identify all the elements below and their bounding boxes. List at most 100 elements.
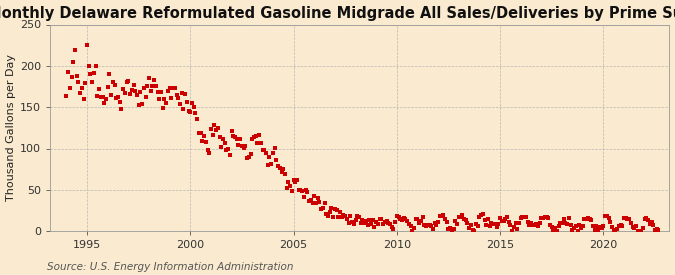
Point xyxy=(278,167,289,172)
Point xyxy=(541,214,552,219)
Point xyxy=(195,131,206,136)
Point xyxy=(627,224,638,229)
Point xyxy=(488,222,499,226)
Point xyxy=(472,224,483,228)
Point xyxy=(324,210,335,214)
Point xyxy=(520,215,531,219)
Point xyxy=(294,188,304,193)
Point xyxy=(226,129,237,133)
Point xyxy=(137,101,148,106)
Point xyxy=(126,88,137,92)
Point xyxy=(496,218,507,223)
Point xyxy=(340,214,350,219)
Point xyxy=(264,155,275,159)
Point xyxy=(510,221,521,225)
Point xyxy=(612,226,622,231)
Point xyxy=(84,63,95,68)
Point xyxy=(142,84,153,89)
Point xyxy=(651,227,662,232)
Point xyxy=(240,144,251,148)
Point xyxy=(221,148,232,152)
Point xyxy=(76,86,87,90)
Point xyxy=(217,137,228,141)
Point xyxy=(379,219,390,224)
Point xyxy=(267,151,278,155)
Point xyxy=(410,217,421,221)
Point xyxy=(313,196,323,201)
Point xyxy=(186,101,197,106)
Point xyxy=(61,94,72,99)
Point xyxy=(479,218,490,222)
Point xyxy=(269,146,280,151)
Point xyxy=(645,222,655,226)
Point xyxy=(159,97,170,101)
Point xyxy=(123,79,134,83)
Point xyxy=(107,80,118,84)
Point xyxy=(314,200,325,204)
Point xyxy=(323,214,333,218)
Point xyxy=(438,213,449,218)
Point xyxy=(321,211,331,216)
Point xyxy=(166,96,177,100)
Point xyxy=(639,216,650,221)
Point xyxy=(577,223,588,228)
Point xyxy=(200,139,211,144)
Point xyxy=(157,106,168,111)
Point xyxy=(182,100,192,104)
Point xyxy=(132,93,142,97)
Point xyxy=(388,227,399,231)
Point xyxy=(398,216,409,220)
Point xyxy=(116,107,127,111)
Point xyxy=(464,226,475,230)
Point xyxy=(591,224,602,229)
Point xyxy=(357,218,368,222)
Point xyxy=(369,224,380,229)
Point xyxy=(483,217,493,221)
Point xyxy=(99,101,109,106)
Point xyxy=(128,82,139,87)
Point xyxy=(329,207,340,211)
Point xyxy=(460,218,471,222)
Point xyxy=(395,217,406,221)
Point xyxy=(354,215,364,219)
Point xyxy=(545,223,556,227)
Point xyxy=(273,164,284,168)
Point xyxy=(538,216,549,220)
Point xyxy=(427,227,438,232)
Point xyxy=(352,214,362,219)
Point xyxy=(474,214,485,219)
Point xyxy=(455,215,466,220)
Point xyxy=(147,84,158,88)
Point xyxy=(649,228,660,232)
Point xyxy=(595,225,605,229)
Point xyxy=(441,220,452,224)
Point xyxy=(228,134,239,139)
Point xyxy=(236,144,247,148)
Point xyxy=(348,221,359,226)
Point xyxy=(407,228,418,233)
Point xyxy=(491,225,502,230)
Point xyxy=(632,229,643,233)
Point xyxy=(335,210,346,214)
Point xyxy=(88,70,99,75)
Point xyxy=(85,72,96,76)
Point xyxy=(524,223,535,227)
Point xyxy=(140,95,151,100)
Point xyxy=(533,224,543,228)
Point xyxy=(596,226,607,230)
Point xyxy=(305,198,316,202)
Point xyxy=(618,216,629,220)
Point xyxy=(383,221,394,226)
Point xyxy=(564,216,574,221)
Point xyxy=(219,140,230,145)
Point xyxy=(507,229,518,233)
Point xyxy=(567,227,578,232)
Point xyxy=(206,127,217,131)
Point xyxy=(462,221,472,225)
Point xyxy=(194,131,205,136)
Point xyxy=(569,226,580,230)
Point xyxy=(154,97,165,101)
Point xyxy=(526,221,537,225)
Point xyxy=(82,43,92,47)
Point xyxy=(558,216,569,221)
